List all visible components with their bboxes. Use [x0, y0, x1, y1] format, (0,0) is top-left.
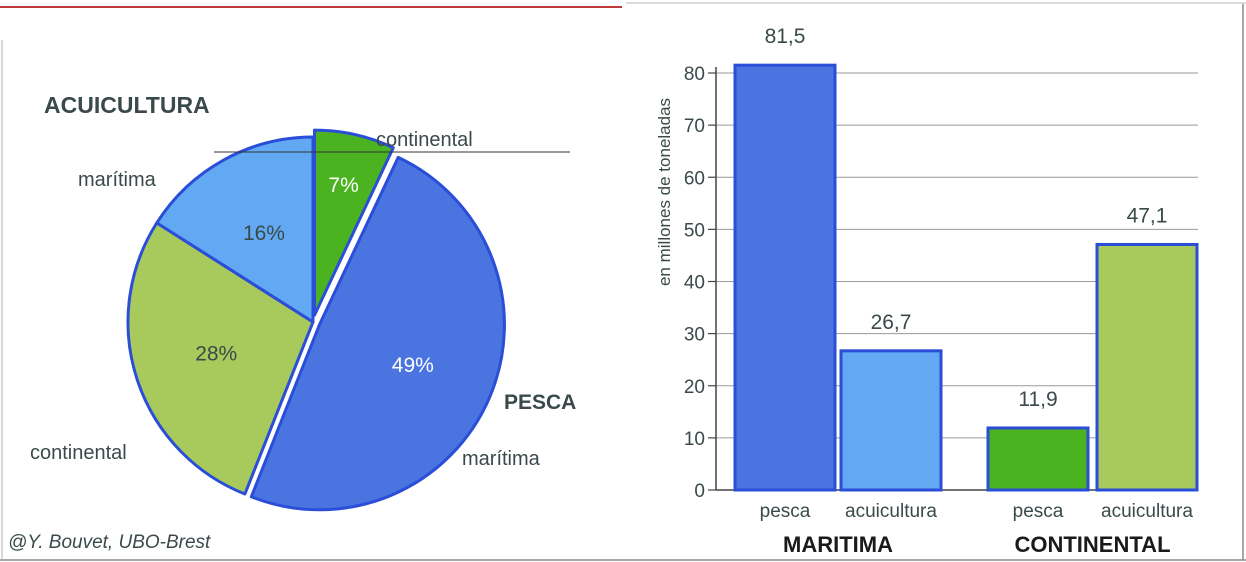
bar-value-label: 47,1: [1127, 204, 1168, 227]
credit-text: @Y. Bouvet, UBO-Brest: [8, 532, 211, 553]
y-tick-label: 30: [684, 325, 705, 346]
bar-continental-pesca: [986, 426, 1090, 492]
y-tick-label: 60: [684, 168, 705, 189]
bar-maritima-acuicultura: [839, 349, 943, 492]
bar-value-label: 11,9: [1018, 388, 1057, 411]
pie-label-maritima-left: marítima: [78, 169, 157, 191]
x-category-label: acuicultura: [845, 501, 937, 522]
x-group-label: CONTINENTAL: [1014, 532, 1170, 557]
pie-percent-label-4: 16%: [243, 222, 285, 245]
y-tick-label: 50: [684, 220, 705, 241]
bar-continental-acuicultura: [1095, 242, 1199, 492]
bar-value-label: 81,5: [765, 25, 806, 48]
pie-percent-label-3: 28%: [195, 342, 237, 365]
y-tick-label: 70: [684, 116, 705, 137]
bar-value-label: 26,7: [871, 311, 912, 334]
pie-slice-2: [249, 155, 506, 512]
pie-label-continental-top: continental: [376, 129, 473, 151]
pie-label-continental-left: continental: [30, 442, 127, 464]
bar-chart: 0 10 20 30 40 50 60 70 80 81,5 pesca 26,7 acuicultur…: [684, 25, 1199, 557]
x-category-label: acuicultura: [1101, 501, 1193, 522]
pie-label-acuicultura: ACUICULTURA: [44, 92, 210, 118]
pie-percent-label-2: 49%: [392, 354, 434, 377]
x-group-label: MARITIMA: [783, 532, 893, 557]
y-tick-label: 0: [694, 481, 705, 502]
y-tick-label: 20: [684, 377, 705, 398]
pie-slice-1: [313, 128, 395, 317]
y-tick-label: 40: [684, 273, 705, 294]
pie-chart: 7% 49% 28% 16%: [126, 128, 506, 512]
pie-label-pesca: PESCA: [504, 391, 576, 414]
bar-y-axis-label: en millones de toneladas: [655, 98, 674, 286]
pie-slice-3: [126, 221, 315, 496]
pie-label-maritima-right: marítima: [462, 448, 541, 470]
pie-percent-label-1: 7%: [328, 174, 358, 197]
x-category-label: pesca: [760, 501, 811, 522]
x-category-label: pesca: [1013, 501, 1064, 522]
y-tick-label: 10: [684, 429, 705, 450]
pie-slice-4: [155, 135, 315, 324]
bar-maritima-pesca: [733, 63, 837, 492]
y-tick-label: 80: [684, 64, 705, 85]
